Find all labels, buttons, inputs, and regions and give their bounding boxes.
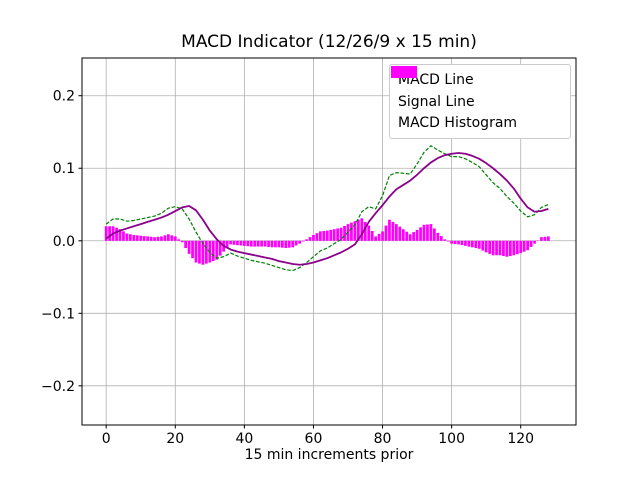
legend-label-signal-line: Signal Line bbox=[398, 93, 475, 110]
legend: MACD Line Signal Line MACD Histogram bbox=[389, 64, 571, 139]
svg-text:0.2: 0.2 bbox=[53, 89, 75, 105]
macd-histogram-sample-icon bbox=[391, 66, 417, 78]
svg-text:80: 80 bbox=[374, 431, 392, 447]
legend-item-macd-histogram: MACD Histogram bbox=[391, 66, 562, 134]
svg-text:0: 0 bbox=[102, 431, 111, 447]
svg-text:−0.2: −0.2 bbox=[41, 379, 75, 395]
y-ticks: 0.2 0.1 0.0 −0.1 −0.2 bbox=[41, 89, 82, 395]
macd-histogram-bars bbox=[104, 218, 550, 265]
svg-text:100: 100 bbox=[438, 431, 465, 447]
x-axis-label: 15 min increments prior bbox=[244, 447, 414, 463]
x-ticks: 0 20 40 60 80 100 120 bbox=[102, 425, 534, 447]
svg-text:20: 20 bbox=[166, 431, 184, 447]
grid bbox=[82, 58, 576, 425]
axes-spines bbox=[81, 57, 577, 426]
macd-line bbox=[105, 145, 549, 272]
legend-item-macd-line: MACD Line bbox=[391, 69, 562, 91]
legend-label-macd-histogram: MACD Histogram bbox=[398, 115, 518, 132]
legend-item-signal-line: Signal Line bbox=[391, 71, 562, 113]
svg-text:0.0: 0.0 bbox=[53, 234, 75, 250]
svg-text:60: 60 bbox=[305, 431, 323, 447]
svg-text:120: 120 bbox=[507, 431, 534, 447]
svg-text:0.1: 0.1 bbox=[53, 161, 75, 177]
signal-line bbox=[105, 152, 549, 266]
chart-title: MACD Indicator (12/26/9 x 15 min) bbox=[181, 32, 477, 52]
svg-text:−0.1: −0.1 bbox=[41, 306, 75, 322]
svg-text:40: 40 bbox=[235, 431, 253, 447]
